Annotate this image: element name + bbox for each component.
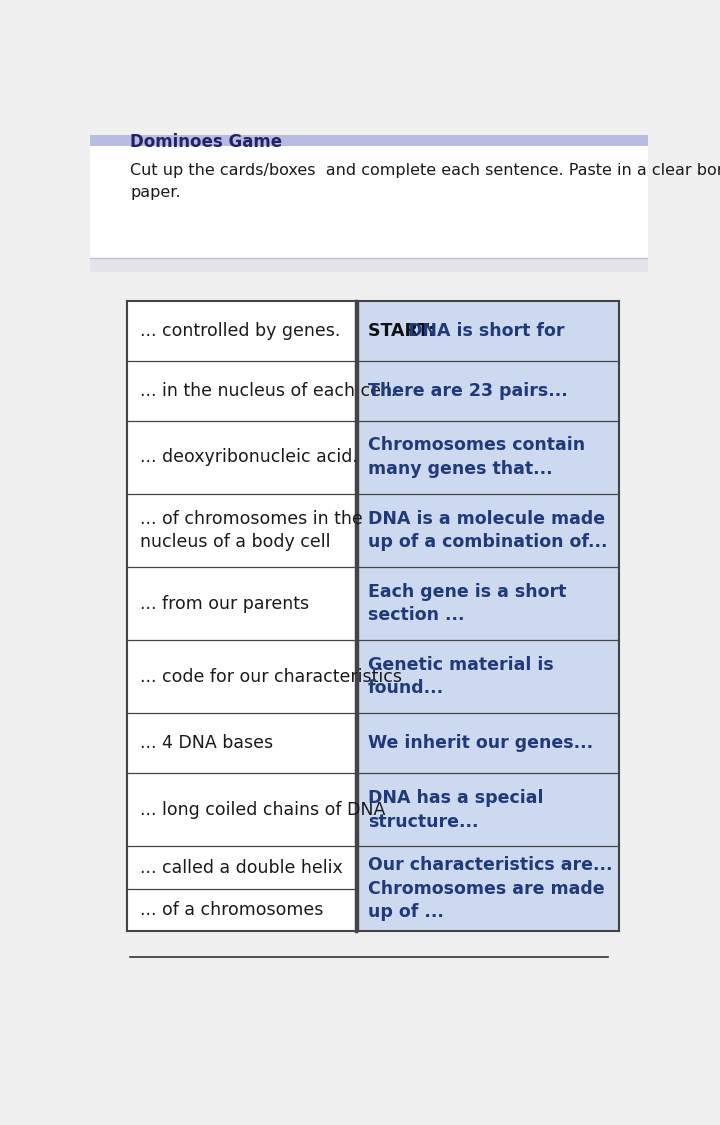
Text: ... called a double helix: ... called a double helix [140, 858, 342, 876]
Text: Each gene is a short
section ...: Each gene is a short section ... [368, 583, 567, 624]
Text: ... from our parents: ... from our parents [140, 594, 309, 612]
Bar [90, 135, 648, 259]
Text: ... long coiled chains of DNA: ... long coiled chains of DNA [140, 801, 385, 819]
Text: There are 23 pairs...: There are 23 pairs... [368, 381, 568, 399]
Text: DNA is a molecule made
up of a combination of...: DNA is a molecule made up of a combinati… [368, 510, 608, 551]
Bar [356, 300, 618, 931]
Text: START:: START: [368, 322, 441, 340]
Text: DNA has a special
structure...: DNA has a special structure... [368, 789, 544, 830]
Text: Our characteristics are...
Chromosomes are made
up of ...: Our characteristics are... Chromosomes a… [368, 856, 613, 921]
Text: ... in the nucleus of each cell.: ... in the nucleus of each cell. [140, 381, 396, 399]
Bar [90, 259, 648, 272]
Text: Cut up the cards/boxes  and complete each sentence. Paste in a clear bond
paper.: Cut up the cards/boxes and complete each… [130, 163, 720, 200]
Text: We inherit our genes...: We inherit our genes... [368, 735, 593, 753]
Bar [90, 135, 648, 146]
Bar [127, 300, 356, 931]
Text: ... controlled by genes.: ... controlled by genes. [140, 322, 340, 340]
Text: Genetic material is
found...: Genetic material is found... [368, 656, 554, 698]
Text: ... of chromosomes in the
nucleus of a body cell: ... of chromosomes in the nucleus of a b… [140, 510, 362, 551]
Text: DNA is short for: DNA is short for [408, 322, 565, 340]
Text: ... of a chromosomes: ... of a chromosomes [140, 901, 323, 919]
Text: ... 4 DNA bases: ... 4 DNA bases [140, 735, 273, 753]
Text: ... deoxyribonucleic acid.: ... deoxyribonucleic acid. [140, 448, 357, 466]
Text: Dominoes Game: Dominoes Game [130, 133, 282, 151]
Text: Chromosomes contain
many genes that...: Chromosomes contain many genes that... [368, 436, 585, 478]
Text: ... code for our characteristics: ... code for our characteristics [140, 668, 402, 686]
